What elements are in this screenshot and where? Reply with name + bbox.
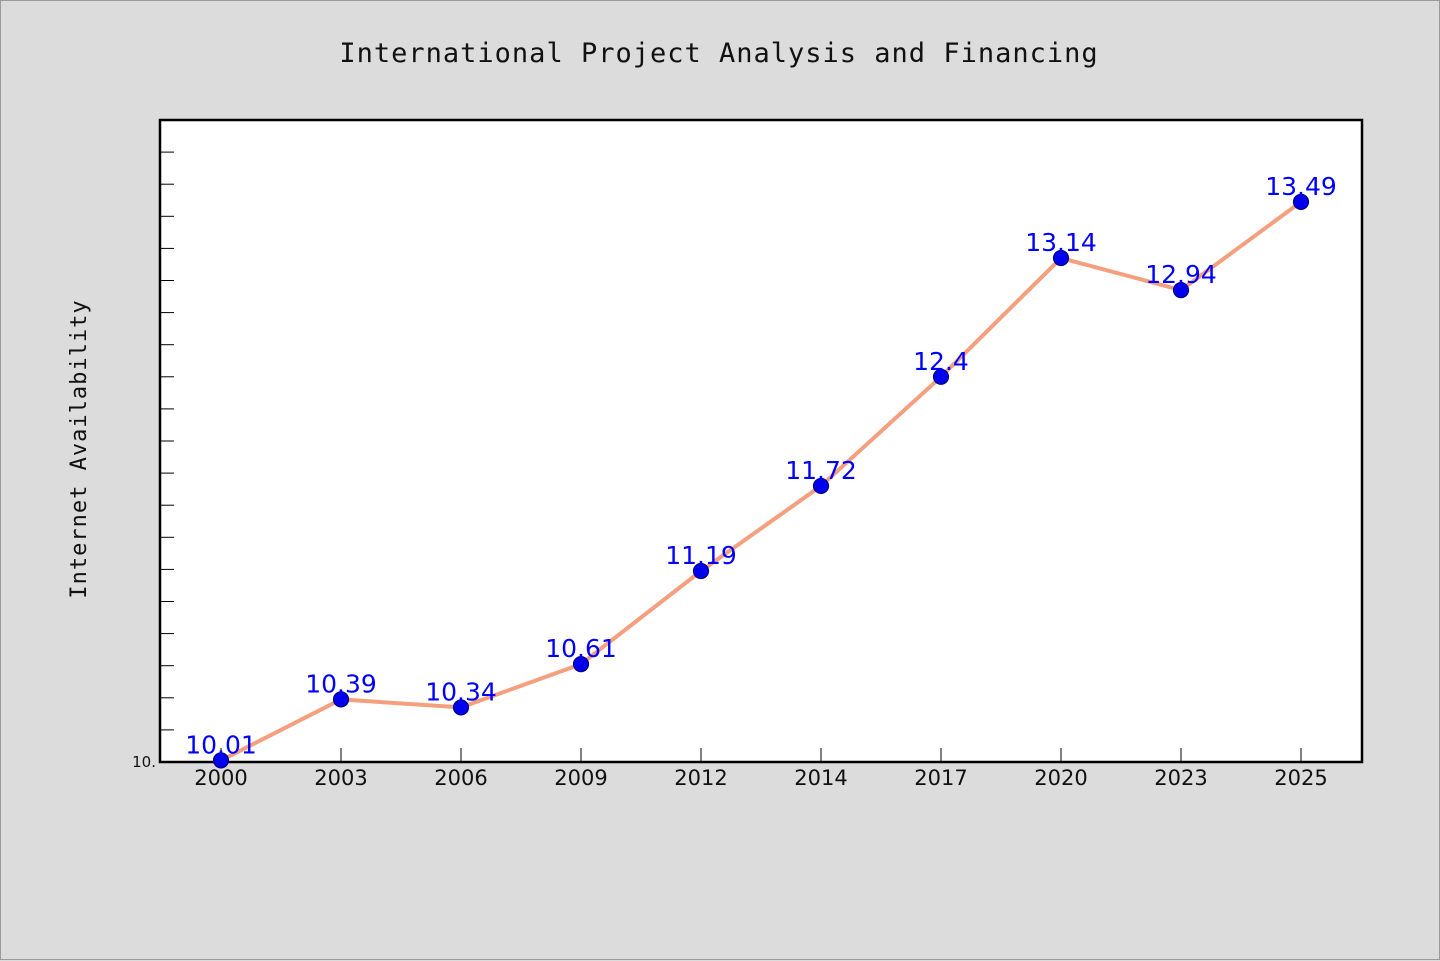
- x-tick-label: 2017: [914, 766, 967, 790]
- data-point: [212, 752, 230, 769]
- data-label: 12.94: [1145, 260, 1217, 289]
- data-point: [812, 477, 830, 495]
- data-point: [932, 368, 950, 385]
- data-label: 13.49: [1265, 172, 1337, 201]
- data-point: [1172, 282, 1190, 299]
- data-markers: [212, 193, 1310, 769]
- data-point: [1292, 193, 1310, 210]
- plot-area: [158, 118, 1364, 764]
- x-tick-label: 2012: [674, 766, 727, 790]
- x-tick-label: 2025: [1274, 766, 1327, 790]
- x-axis-ticks: 2000 2003 2006 2009 2012 2014 2017 2020 2023 2025: [194, 748, 1328, 790]
- x-tick-label: 2020: [1034, 766, 1087, 790]
- data-point: [332, 691, 350, 708]
- chart-title: International Project Analysis and Finan…: [339, 38, 1098, 69]
- y-axis-label: Internet Availability: [67, 299, 92, 598]
- y-axis-tick-labels: 10.: [132, 753, 156, 771]
- x-tick-label: 2023: [1154, 766, 1207, 790]
- data-label: 10.61: [545, 634, 617, 663]
- data-label: 10.39: [305, 669, 377, 698]
- y-axis-ticks: [160, 119, 174, 763]
- x-tick-label: 2003: [314, 766, 367, 790]
- data-label: 10.01: [185, 730, 257, 759]
- x-tick-label: 2000: [194, 766, 247, 790]
- data-label: 13.14: [1025, 228, 1097, 257]
- data-point: [692, 562, 710, 580]
- data-label: 11.72: [785, 456, 857, 485]
- series-line: [219, 199, 1303, 763]
- data-label: 10.34: [425, 677, 497, 706]
- data-label: 12.4: [913, 347, 969, 376]
- x-tick-label: 2006: [434, 766, 487, 790]
- data-point: [572, 655, 590, 673]
- y-tick-label: 10.: [132, 753, 156, 771]
- x-tick-label: 2009: [554, 766, 607, 790]
- x-tick-label: 2014: [794, 766, 847, 790]
- data-point: [452, 699, 470, 716]
- data-labels: 10.01 10.39 10.34 10.61 11.19 11.72 12.4 13.14 1…: [185, 172, 1337, 760]
- data-point: [1052, 249, 1070, 267]
- data-label: 11.19: [665, 541, 737, 570]
